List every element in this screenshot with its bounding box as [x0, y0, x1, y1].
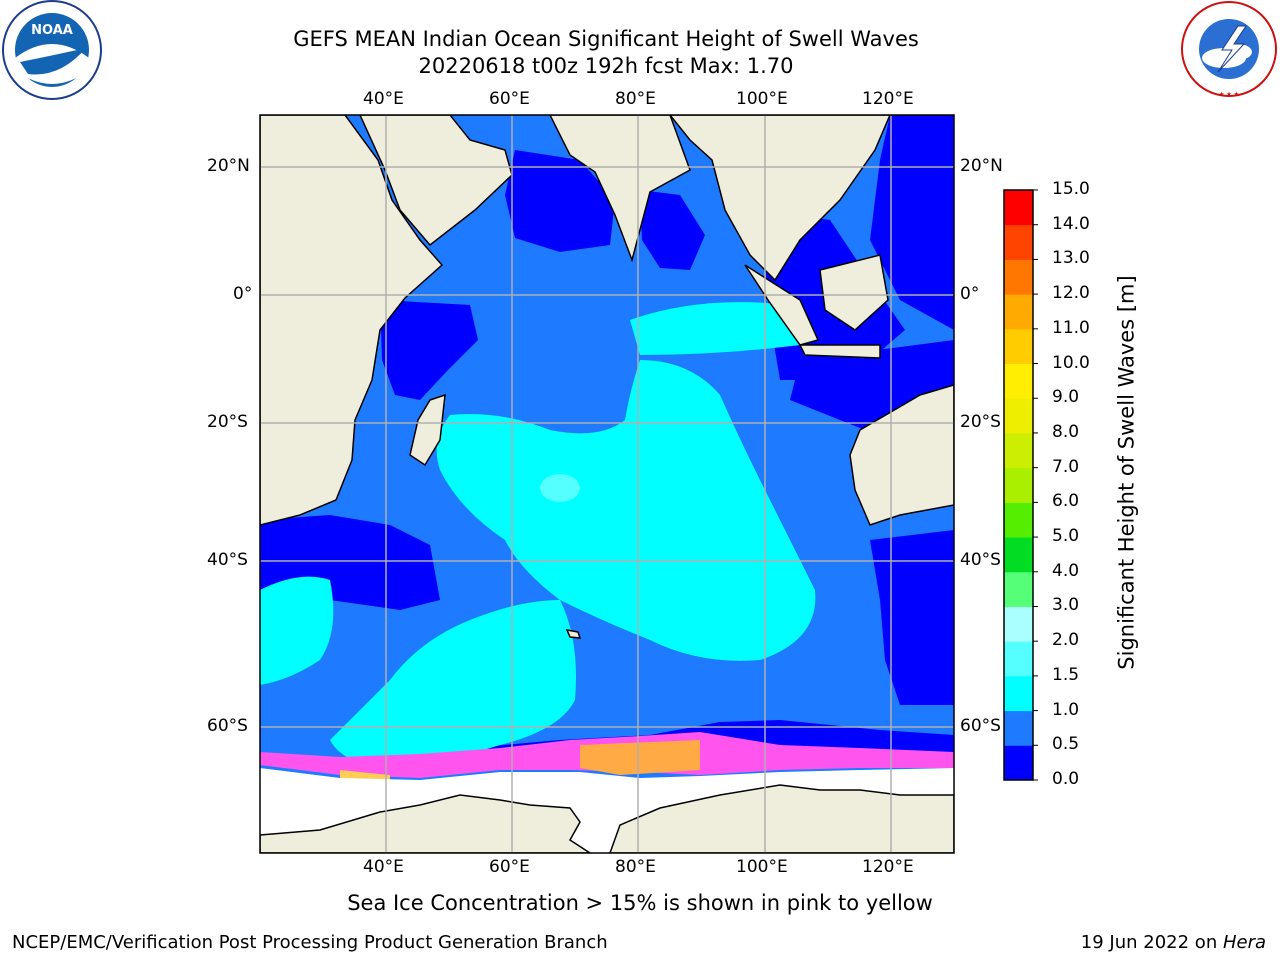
- colorbar-swatch: [1004, 328, 1033, 365]
- map-gridlines: [260, 115, 954, 853]
- colorbar-title-text: Significant Height of Swell Waves [m]: [1114, 275, 1139, 670]
- colorbar-tick-label: 1.5: [1052, 664, 1080, 685]
- colorbar-tick-label: 9.0: [1052, 387, 1080, 408]
- colorbar-tick-label: 12.0: [1052, 283, 1090, 304]
- colorbar-tick-label: 4.0: [1052, 560, 1080, 581]
- sea-ice-caption: Sea Ice Concentration > 15% is shown in …: [347, 891, 933, 915]
- y-tick-left-20s: 20°S: [207, 412, 248, 432]
- colorbar-tick-label: 10.0: [1052, 352, 1090, 373]
- footer-host: Hera: [1222, 932, 1266, 953]
- footer-date: 19 Jun 2022 on Hera: [1081, 932, 1266, 953]
- chart-subtitle: 20220618 t00z 192h fcst Max: 1.70: [418, 54, 794, 78]
- x-tick-top-100e: 100°E: [736, 89, 788, 109]
- swell-1.5-2.0-regions: [540, 474, 580, 502]
- y-tick-right-60s: 60°S: [960, 716, 1001, 736]
- colorbar-swatch: [1004, 363, 1033, 399]
- colorbar-tick-label: 11.0: [1052, 317, 1090, 338]
- colorbar-swatch: [1004, 537, 1033, 573]
- colorbar-tick-label: 0.0: [1052, 769, 1080, 789]
- colorbar-swatch: [1004, 190, 1033, 226]
- noaa-logo: NOAA: [2, 0, 102, 100]
- x-tick-top-60e: 60°E: [489, 89, 530, 109]
- colorbar-swatch: [1004, 259, 1033, 295]
- colorbar-swatch: [1004, 606, 1033, 642]
- colorbar-swatch: [1004, 641, 1033, 677]
- colorbar-tick-label: 15.0: [1052, 179, 1090, 199]
- colorbar-tick-label: 13.0: [1052, 248, 1090, 269]
- colorbar-swatch: [1004, 502, 1033, 538]
- colorbar-tick-label: 1.0: [1052, 699, 1080, 720]
- nws-logo: ★ ★ ★: [1181, 1, 1277, 98]
- colorbar: [1003, 189, 1038, 781]
- x-tick-top-40e: 40°E: [363, 89, 404, 109]
- colorbar-swatch: [1004, 675, 1033, 712]
- colorbar-tick-label: 7.0: [1052, 456, 1080, 477]
- colorbar-swatch: [1004, 432, 1033, 469]
- colorbar-tick-label: 6.0: [1052, 491, 1080, 512]
- y-tick-right-0: 0°: [960, 284, 980, 304]
- chart-title: GEFS MEAN Indian Ocean Significant Heigh…: [293, 27, 919, 51]
- y-tick-right-20s: 20°S: [960, 412, 1001, 432]
- x-tick-bottom-80e: 80°E: [615, 857, 656, 877]
- y-tick-left-0: 0°: [233, 284, 253, 304]
- colorbar-tick-label: 14.0: [1052, 213, 1090, 234]
- y-tick-left-40s: 40°S: [207, 550, 248, 570]
- colorbar-tick-label: 8.0: [1052, 421, 1080, 442]
- footer-credit: NCEP/EMC/Verification Post Processing Pr…: [12, 932, 608, 953]
- map-plot-area: [260, 115, 954, 853]
- y-tick-right-20n: 20°N: [960, 156, 1003, 176]
- colorbar-frame: [1003, 189, 1034, 781]
- footer-date-text: 19 Jun 2022 on: [1080, 932, 1223, 953]
- colorbar-tick-label: 2.0: [1052, 630, 1080, 651]
- colorbar-tick-label: 0.5: [1052, 734, 1080, 755]
- x-tick-top-120e: 120°E: [862, 89, 914, 109]
- colorbar-swatch: [1004, 398, 1033, 434]
- colorbar-tick-label: 5.0: [1052, 526, 1080, 547]
- x-tick-bottom-100e: 100°E: [736, 857, 788, 877]
- colorbar-swatch: [1004, 224, 1033, 260]
- x-tick-bottom-120e: 120°E: [862, 857, 914, 877]
- x-tick-bottom-40e: 40°E: [363, 857, 404, 877]
- colorbar-swatch: [1004, 710, 1033, 746]
- y-tick-left-20n: 20°N: [207, 156, 250, 176]
- colorbar-tick-label: 3.0: [1052, 595, 1080, 616]
- y-tick-left-60s: 60°S: [207, 716, 248, 736]
- x-tick-bottom-60e: 60°E: [489, 857, 530, 877]
- map-frame: [259, 114, 955, 854]
- y-tick-right-40s: 40°S: [960, 550, 1001, 570]
- x-tick-top-80e: 80°E: [615, 89, 656, 109]
- colorbar-swatch: [1004, 467, 1033, 503]
- svg-text:NOAA: NOAA: [31, 23, 73, 38]
- colorbar-swatch: [1004, 745, 1033, 781]
- colorbar-swatch: [1004, 294, 1033, 330]
- colorbar-swatch: [1004, 571, 1033, 607]
- svg-text:★ ★ ★: ★ ★ ★: [1219, 91, 1239, 98]
